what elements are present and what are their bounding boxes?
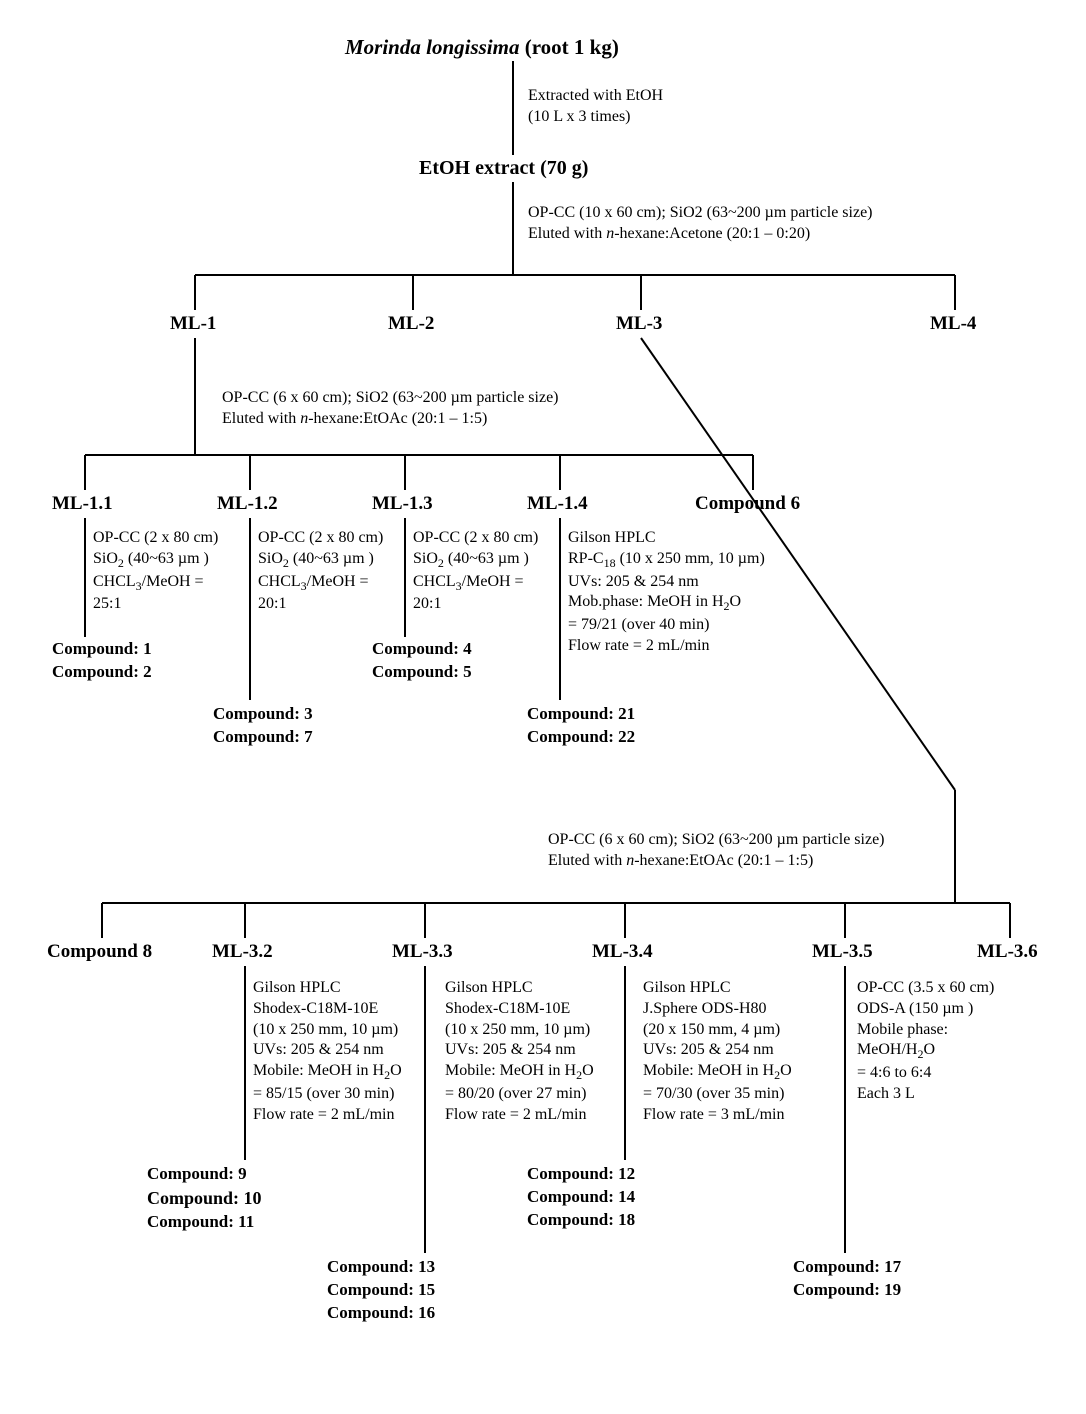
anno-ml13: OP-CC (2 x 80 cm) SiO2 (40~63 µm ) CHCL3… bbox=[413, 528, 538, 615]
anno-ml14: Gilson HPLC RP-C18 (10 x 250 mm, 10 µm) … bbox=[568, 528, 765, 657]
frac-ml12: ML-1.2 bbox=[217, 493, 278, 515]
frac-ml4: ML-4 bbox=[930, 313, 976, 335]
comp-4-5: Compound: 4 Compound: 5 bbox=[372, 638, 472, 684]
frac-ml34: ML-3.4 bbox=[592, 941, 653, 963]
frac-ml13: ML-1.3 bbox=[372, 493, 433, 515]
frac-ml14: ML-1.4 bbox=[527, 493, 588, 515]
anno-ml11: OP-CC (2 x 80 cm) SiO2 (40~63 µm ) CHCL3… bbox=[93, 528, 218, 615]
comp-3-7: Compound: 3 Compound: 7 bbox=[213, 703, 313, 749]
anno-ml12: OP-CC (2 x 80 cm) SiO2 (40~63 µm ) CHCL3… bbox=[258, 528, 383, 615]
root-title-rest: (root 1 kg) bbox=[519, 35, 618, 59]
anno-ml3: OP-CC (6 x 60 cm); SiO2 (63~200 µm parti… bbox=[548, 830, 885, 872]
frac-ml1: ML-1 bbox=[170, 313, 216, 335]
frac-ml3: ML-3 bbox=[616, 313, 662, 335]
frac-ml32: ML-3.2 bbox=[212, 941, 273, 963]
frac-compound-6: Compound 6 bbox=[695, 493, 800, 515]
frac-ml2: ML-2 bbox=[388, 313, 434, 335]
root-title: Morinda longissima (root 1 kg) bbox=[345, 35, 619, 60]
frac-ml36: ML-3.6 bbox=[977, 941, 1038, 963]
anno-ml1: OP-CC (6 x 60 cm); SiO2 (63~200 µm parti… bbox=[222, 388, 559, 430]
root-title-italic: Morinda longissima bbox=[345, 35, 519, 59]
anno-etoh: OP-CC (10 x 60 cm); SiO2 (63~200 µm part… bbox=[528, 203, 873, 245]
anno-ml33: Gilson HPLC Shodex-C18M-10E (10 x 250 mm… bbox=[445, 978, 594, 1126]
anno-ml34: Gilson HPLC J.Sphere ODS-H80 (20 x 150 m… bbox=[643, 978, 792, 1126]
comp-21-22: Compound: 21 Compound: 22 bbox=[527, 703, 635, 749]
frac-ml35: ML-3.5 bbox=[812, 941, 873, 963]
comp-13-15-16: Compound: 13 Compound: 15 Compound: 16 bbox=[327, 1256, 435, 1325]
frac-compound-8: Compound 8 bbox=[47, 941, 152, 963]
comp-12-14-18: Compound: 12 Compound: 14 Compound: 18 bbox=[527, 1163, 635, 1232]
comp-17-19: Compound: 17 Compound: 19 bbox=[793, 1256, 901, 1302]
anno-extract: Extracted with EtOH (10 L x 3 times) bbox=[528, 86, 663, 128]
etoh-extract: EtOH extract (70 g) bbox=[419, 157, 588, 180]
comp-9-10-11: Compound: 9 Compound: 10 Compound: 11 bbox=[147, 1163, 262, 1234]
anno-ml35: OP-CC (3.5 x 60 cm) ODS-A (150 µm ) Mobi… bbox=[857, 978, 994, 1105]
frac-ml11: ML-1.1 bbox=[52, 493, 113, 515]
anno-ml32: Gilson HPLC Shodex-C18M-10E (10 x 250 mm… bbox=[253, 978, 402, 1126]
comp-1-2: Compound: 1 Compound: 2 bbox=[52, 638, 152, 684]
frac-ml33: ML-3.3 bbox=[392, 941, 453, 963]
